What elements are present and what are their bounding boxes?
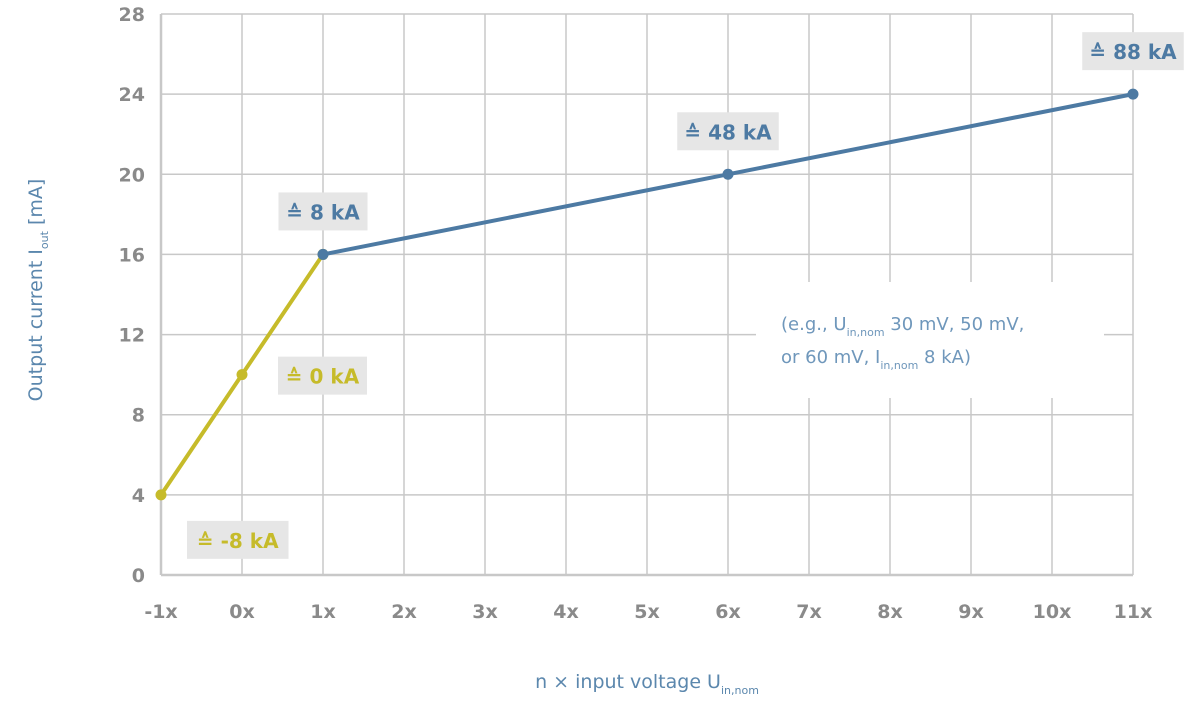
note-line-2: or 60 mV, Iin,nom 8 kA) — [781, 347, 971, 372]
example-note: (e.g., Uin,nom 30 mV, 50 mV, or 60 mV, I… — [756, 282, 1104, 398]
y-tick-label: 24 — [119, 84, 145, 106]
x-tick-label: 3x — [472, 601, 497, 623]
y-tick-labels: 0 4 8 12 16 20 24 28 — [119, 4, 145, 587]
x-axis-label: n × input voltage Uin,nom — [535, 671, 759, 697]
data-point — [317, 248, 329, 260]
data-point — [722, 168, 734, 180]
series-lines — [155, 88, 1139, 501]
callout-text: ≙ 8 kA — [286, 200, 360, 224]
y-tick-label: 28 — [119, 4, 145, 26]
x-tick-label: 11x — [1114, 601, 1153, 623]
callout-label: ≙ 88 kA — [1082, 32, 1184, 71]
x-tick-label: 4x — [553, 601, 578, 623]
x-tick-label: 2x — [391, 601, 416, 623]
callout-text: ≙ -8 kA — [197, 529, 279, 553]
callouts: ≙ 88 kA ≙ 48 kA ≙ 8 kA ≙ 0 kA ≙ -8 kA — [187, 32, 1184, 559]
callout-box — [278, 356, 367, 395]
x-tick-label: 5x — [634, 601, 659, 623]
x-tick-label: 6x — [715, 601, 740, 623]
y-tick-label: 4 — [132, 485, 145, 507]
callout-text: ≙ 88 kA — [1089, 40, 1177, 64]
callout-label: ≙ 48 kA — [677, 112, 779, 151]
note-line-1: (e.g., Uin,nom 30 mV, 50 mV, — [781, 314, 1024, 339]
callout-label: ≙ -8 kA — [187, 520, 289, 559]
x-tick-label: 8x — [877, 601, 902, 623]
callout-box — [187, 520, 289, 559]
x-tick-labels: -1x 0x 1x 2x 3x 4x 5x 6x 7x 8x 9x 10x 11x — [144, 601, 1152, 623]
x-tick-label: -1x — [144, 601, 177, 623]
y-tick-label: 16 — [119, 244, 145, 266]
grid — [159, 13, 1134, 577]
x-tick-label: 10x — [1033, 601, 1072, 623]
data-point — [236, 369, 248, 381]
y-tick-label: 8 — [132, 405, 145, 427]
callout-text: ≙ 48 kA — [684, 120, 772, 144]
callout-box — [677, 112, 779, 151]
callout-label: ≙ 8 kA — [278, 192, 368, 231]
x-tick-label: 1x — [310, 601, 335, 623]
y-tick-label: 20 — [119, 164, 145, 186]
y-tick-label: 0 — [132, 565, 145, 587]
x-tick-label: 0x — [229, 601, 254, 623]
x-tick-label: 9x — [958, 601, 983, 623]
callout-box — [278, 192, 368, 231]
data-point — [155, 489, 167, 501]
y-tick-label: 12 — [119, 325, 145, 347]
callout-label: ≙ 0 kA — [278, 356, 367, 395]
callout-text: ≙ 0 kA — [286, 365, 360, 389]
x-tick-label: 7x — [796, 601, 821, 623]
y-axis-label: Output current Iout [mA] — [25, 179, 51, 402]
callout-box — [1082, 32, 1184, 71]
data-point — [1127, 88, 1139, 100]
